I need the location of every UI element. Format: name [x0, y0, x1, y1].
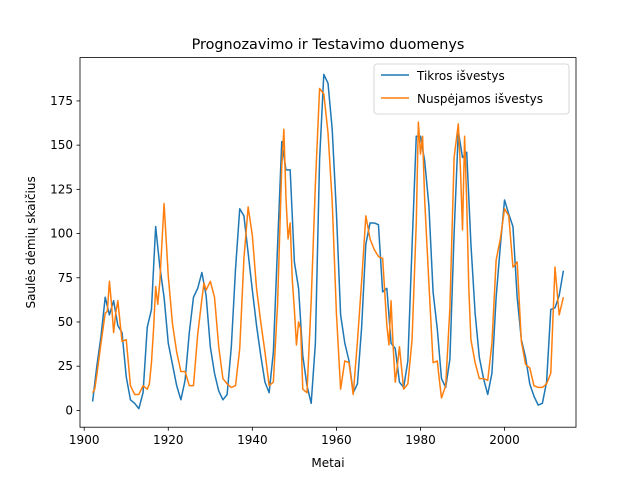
x-tick-label: 1960: [321, 433, 352, 447]
y-tick-label: 25: [58, 359, 73, 373]
legend: Tikros išvestys Nuspėjamos išvestys: [373, 63, 570, 115]
legend-label-predicted: Nuspėjamos išvestys: [417, 92, 543, 106]
y-tick-label: 125: [50, 182, 73, 196]
x-tick-label: 1940: [237, 433, 268, 447]
plot-frame: [79, 57, 577, 428]
x-axis-title: Metai: [311, 456, 344, 470]
legend-label-actual: Tikros išvestys: [416, 69, 505, 83]
x-tick-label: 1900: [69, 433, 100, 447]
y-tick-label: 150: [50, 138, 73, 152]
legend-box: [373, 63, 570, 115]
y-tick-label: 50: [58, 315, 73, 329]
x-tick-label: 1920: [153, 433, 184, 447]
y-tick-label: 0: [65, 403, 73, 417]
x-axis-ticks: 1900 1920 1940 1960 1980 2000: [69, 427, 520, 447]
y-axis-ticks: 0 25 50 75 100 125 150 175: [50, 94, 80, 417]
x-tick-label: 2000: [489, 433, 520, 447]
x-tick-label: 1980: [405, 433, 436, 447]
y-axis-title: Saulės dėmių skaičius: [24, 176, 38, 308]
chart-title: Prognozavimo ir Testavimo duomenys: [192, 37, 465, 53]
y-tick-label: 175: [50, 94, 73, 108]
series-layer: [91, 73, 565, 410]
series-line-actual: [91, 73, 565, 410]
y-tick-label: 75: [58, 271, 73, 285]
y-tick-label: 100: [50, 227, 73, 241]
series-line-predicted: [91, 87, 565, 399]
